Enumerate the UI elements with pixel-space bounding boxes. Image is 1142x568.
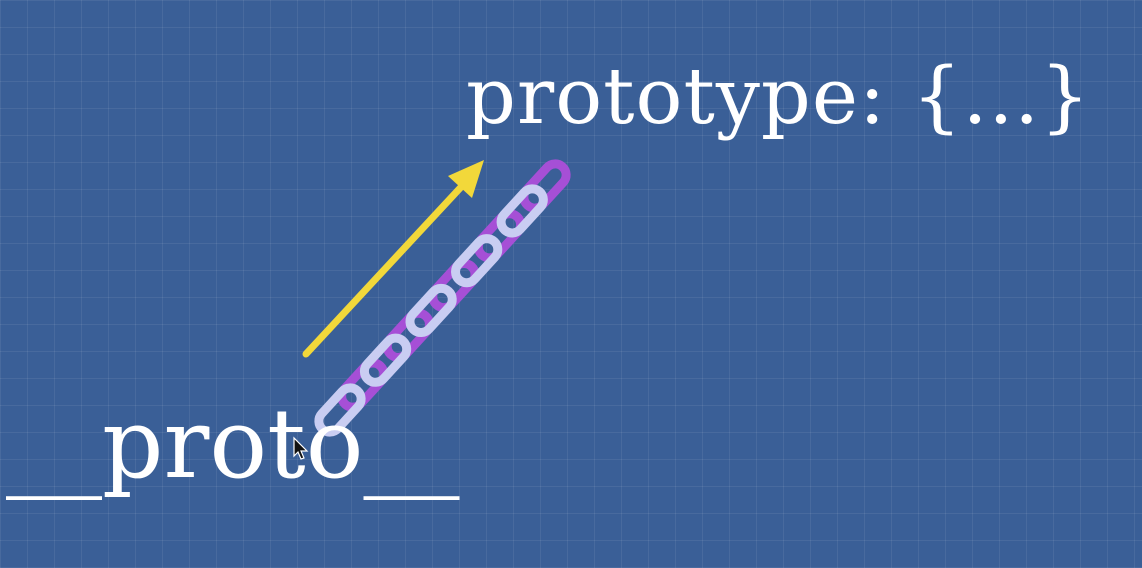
- prototype-label: prototype: {...}: [466, 52, 1091, 142]
- arrow-up-right-icon: [302, 160, 484, 358]
- chain-link: [519, 159, 571, 213]
- chain-link: [451, 234, 503, 288]
- chain-link: [359, 333, 412, 387]
- chain-link: [337, 358, 389, 412]
- chain-link: [496, 184, 548, 238]
- chain-link: [473, 209, 526, 263]
- chain-link: [382, 308, 434, 362]
- chain-link: [405, 283, 457, 338]
- chain-link: [428, 258, 480, 313]
- chain-link: [314, 383, 366, 437]
- mouse-pointer-icon: [293, 436, 309, 460]
- chain-link-icon: [314, 159, 571, 437]
- proto-label: __proto__: [6, 388, 460, 500]
